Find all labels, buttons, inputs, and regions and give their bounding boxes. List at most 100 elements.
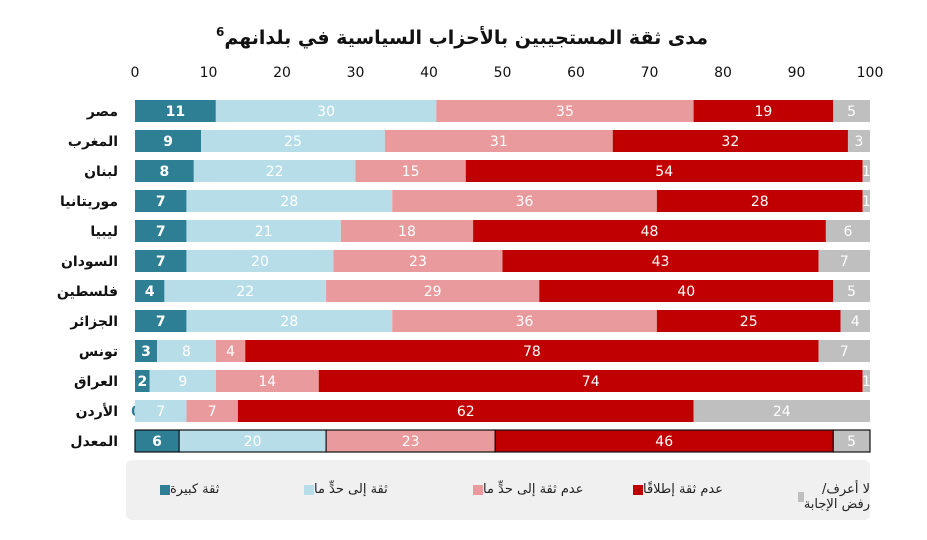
data-label: 6 [843, 224, 852, 240]
category-label: العراق [74, 374, 118, 390]
legend-item: عدم ثقة إلى حدٍّ ما [467, 482, 584, 497]
legend-label: ثقة كبيرة [170, 482, 220, 497]
bar-segment [326, 280, 540, 302]
data-label: 4 [145, 284, 155, 300]
bar-segment [825, 220, 870, 242]
data-label: 3 [855, 134, 864, 150]
data-label: 9 [178, 374, 187, 390]
data-label: 78 [523, 344, 541, 360]
data-label: 22 [236, 284, 254, 300]
bar-segment [135, 400, 187, 422]
x-axis: 0 10 20 30 40 50 60 70 80 90 100 [131, 65, 884, 81]
bar-segment [135, 340, 158, 362]
bar-segment [392, 190, 657, 212]
data-label: 5 [847, 434, 856, 450]
data-label: 14 [258, 374, 276, 390]
bar-segment [237, 400, 694, 422]
bar-segment [862, 160, 870, 182]
bar-segment [355, 160, 466, 182]
data-label: 4 [226, 344, 235, 360]
data-label: 22 [266, 164, 284, 180]
bar-segment [215, 100, 437, 122]
bar-segment [818, 340, 870, 362]
bar-segment [832, 429, 871, 453]
category-label: مصر [86, 104, 118, 120]
bar-segment [656, 310, 841, 332]
bar-segment [186, 310, 393, 332]
data-label: 29 [424, 284, 442, 300]
data-label: 15 [402, 164, 420, 180]
bar-segment [318, 370, 863, 392]
bar-segment [833, 280, 870, 302]
legend-label: ثقة إلى حدٍّ ما [314, 482, 388, 497]
legend-label: لا أعرف/رفض الإجابة [803, 482, 870, 512]
data-label: 9 [163, 134, 173, 150]
bar-segment [473, 220, 826, 242]
bar-segment [384, 130, 613, 152]
data-label: 36 [516, 314, 534, 330]
bar-segment [833, 100, 870, 122]
data-label: 1 [862, 164, 871, 180]
legend-item: ثقة كبيرة [154, 482, 219, 497]
data-label: 32 [721, 134, 739, 150]
data-label: 31 [490, 134, 508, 150]
data-label: 8 [182, 344, 191, 360]
bars: 11 30 35 19 59 25 31 32 38 22 15 54 17 28 36 28 17 21 18 48… [131, 100, 871, 453]
category-label: السودان [61, 254, 118, 270]
category-label: الأردن [76, 403, 118, 420]
x-tick-label: 80 [714, 65, 732, 81]
data-label: 7 [156, 194, 166, 210]
legend-swatch [473, 484, 483, 495]
data-label: 20 [244, 434, 262, 450]
data-label: 23 [402, 434, 420, 450]
legend-item: ثقة إلى حدٍّ ما [298, 482, 388, 497]
bar-segment [245, 340, 819, 362]
data-label: 25 [284, 134, 302, 150]
bar-segment [656, 190, 863, 212]
bar-segment [186, 400, 238, 422]
data-label: 1 [862, 374, 871, 390]
data-label: 25 [740, 314, 758, 330]
data-label: 7 [156, 314, 166, 330]
bar-segment [392, 310, 657, 332]
x-tick-label: 10 [200, 65, 218, 81]
bar-segment [693, 100, 834, 122]
bar-segment [135, 250, 187, 272]
bar-segment [135, 190, 187, 212]
bar-segment [135, 280, 165, 302]
bar-segment [135, 220, 187, 242]
data-label: 3 [141, 344, 151, 360]
x-tick-label: 100 [857, 65, 884, 81]
bar-segment [135, 130, 202, 152]
data-label: 74 [582, 374, 600, 390]
data-label: 28 [751, 194, 769, 210]
legend-label: عدم ثقة إطلاقًا [643, 482, 723, 497]
data-label: 7 [156, 404, 165, 420]
data-label: 28 [280, 314, 298, 330]
data-label: 2 [137, 374, 147, 390]
bar-segment [340, 220, 474, 242]
data-label: 36 [516, 194, 534, 210]
bar-segment [693, 400, 870, 422]
category-labels: مصر المغرب لبنان موريتانيا ليبيا السودان فلسطي… [57, 104, 118, 450]
category-label: المغرب [68, 134, 118, 150]
data-label: 19 [755, 104, 773, 120]
x-tick-label: 40 [420, 65, 438, 81]
legend-swatch [160, 484, 170, 495]
data-label: 20 [251, 254, 269, 270]
data-label: 11 [166, 104, 185, 120]
title-footnote: 6 [216, 25, 224, 39]
bar-segment [465, 160, 863, 182]
category-label: ليبيا [90, 224, 118, 240]
data-label: 7 [156, 224, 166, 240]
x-tick-label: 60 [567, 65, 585, 81]
bar-segment [149, 370, 216, 392]
bar-segment [818, 250, 870, 272]
bar-segment [201, 130, 385, 152]
bar-segment [186, 220, 341, 242]
bar-segment [333, 250, 503, 272]
data-label: 43 [652, 254, 670, 270]
legend-label: عدم ثقة إلى حدٍّ ما [483, 482, 584, 497]
data-label: 6 [152, 434, 162, 450]
